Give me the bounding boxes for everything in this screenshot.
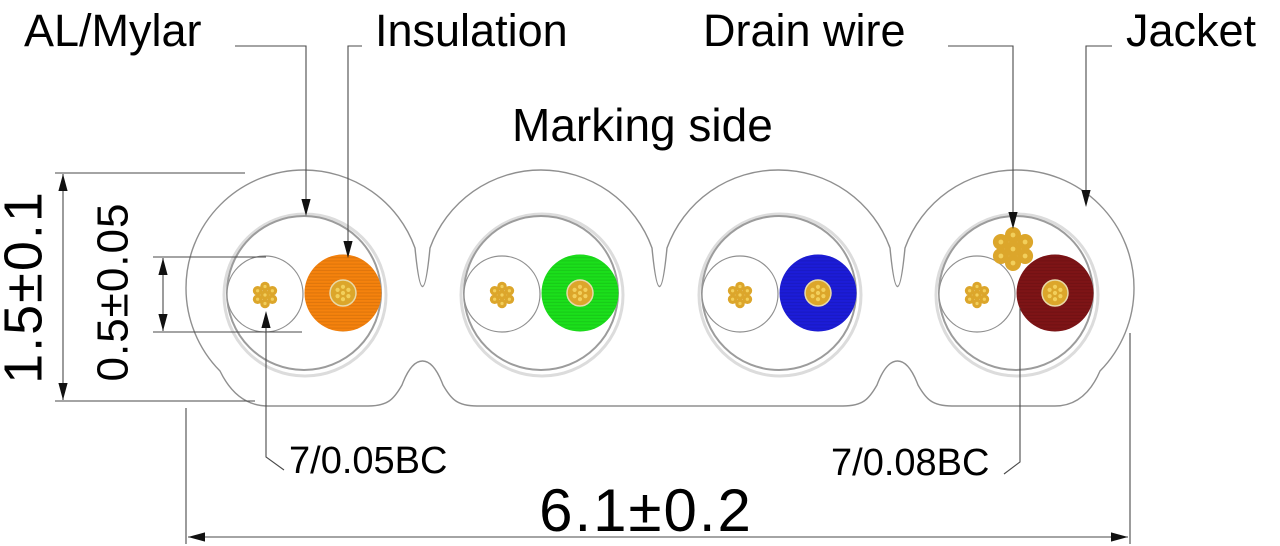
shield-halo-2	[459, 212, 625, 378]
leader-jacket	[1081, 45, 1112, 207]
label-insulation: Insulation	[375, 5, 568, 56]
dimension-overall-height	[55, 172, 255, 402]
label-jacket: Jacket	[1126, 5, 1257, 56]
label-al-mylar: AL/Mylar	[24, 5, 202, 56]
leader-insulation	[343, 45, 362, 258]
leader-al-mylar	[235, 45, 311, 216]
dim-text-overall-width: 6.1±0.2	[539, 477, 753, 544]
dim-text-drain-diameter: 0.5±0.05	[89, 203, 138, 382]
conductor-group-2	[459, 212, 625, 378]
conductor-core-1	[329, 279, 357, 307]
leader-drain-wire	[948, 45, 1018, 229]
dim-text-stranding-conductor: 7/0.08BC	[831, 442, 989, 484]
label-marking-side: Marking side	[512, 99, 773, 151]
leader-stranding-small	[261, 311, 285, 471]
conductor-group-1	[222, 212, 388, 378]
jacket-outline	[185, 169, 1135, 407]
conductor-group-4	[934, 212, 1100, 378]
label-drain-wire: Drain wire	[703, 5, 906, 56]
conductor-core-3	[804, 279, 832, 307]
shield-halo-3	[697, 212, 863, 378]
dim-text-stranding-small: 7/0.05BC	[289, 440, 447, 482]
dim-text-overall-height: 1.5±0.1	[0, 190, 53, 384]
conductor-core-4	[1041, 279, 1069, 307]
shield-halo-1	[222, 212, 388, 378]
dimension-overall-width	[185, 333, 1131, 544]
conductor-group-3	[697, 212, 863, 378]
conductor-core-2	[566, 279, 594, 307]
dimension-drain-diameter	[153, 256, 302, 333]
leader-stranding-conductor	[1003, 308, 1021, 475]
